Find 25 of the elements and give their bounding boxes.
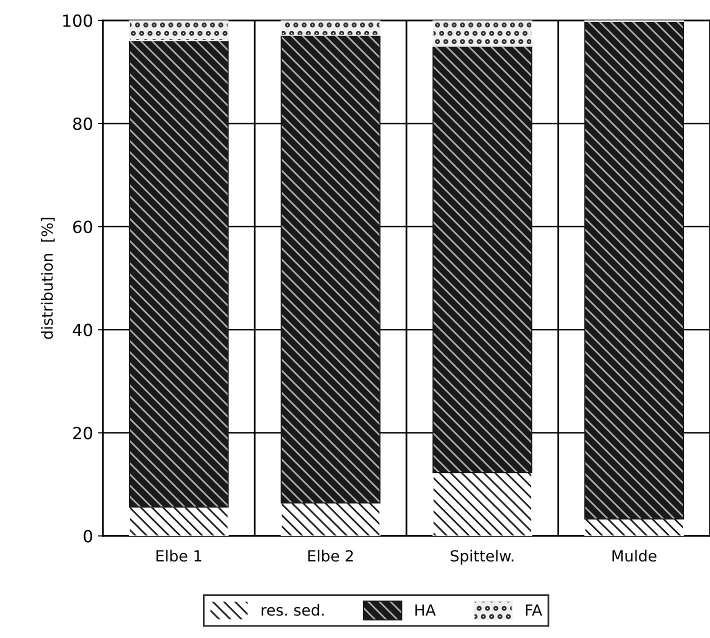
bar (432, 20, 532, 47)
x-tick-label: Mulde (612, 550, 656, 562)
bar (280, 34, 380, 504)
y-tick-label: 100 (63, 14, 92, 27)
bar (128, 20, 229, 42)
bar (128, 40, 229, 508)
x-tick-label: Spittelw. (450, 550, 514, 565)
bar (584, 518, 684, 536)
y-tick-label: 40 (72, 324, 92, 336)
y-tick-label: 60 (73, 220, 92, 234)
bar (280, 502, 380, 536)
x-tick-label: Elbe 2 (308, 550, 353, 562)
y-axis-title: distribution [%] (41, 218, 55, 339)
bar (432, 46, 532, 474)
y-tick-label: 80 (73, 117, 92, 130)
x-tick-label: Elbe 1 (156, 550, 202, 562)
bar (128, 506, 229, 536)
y-tick-label: 0 (84, 530, 92, 542)
bar (432, 472, 532, 536)
bar (584, 20, 684, 520)
legend-label: res. sed. (262, 604, 324, 616)
bar (280, 20, 380, 36)
y-tick-label: 20 (73, 426, 92, 440)
legend-label: HA (415, 604, 436, 616)
legend-label: FA (526, 604, 542, 616)
